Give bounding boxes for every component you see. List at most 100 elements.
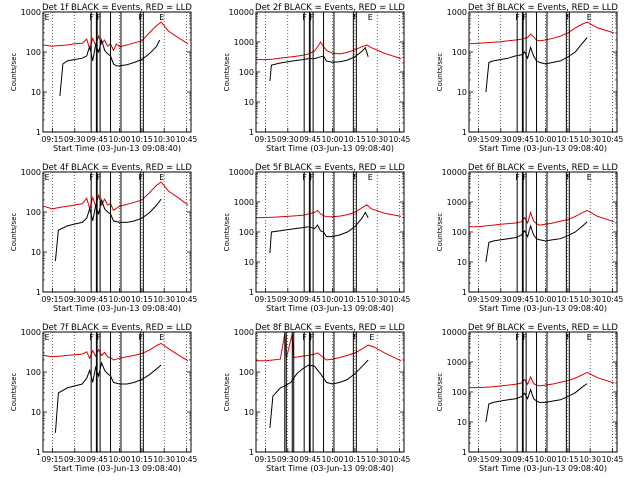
y-tick-label: 10 [457,88,467,97]
x-tick-label: 09:30 [64,295,86,304]
plot-frame [468,171,618,293]
x-tick-label: 10:45 [389,135,411,144]
marker-label: F [353,173,358,182]
marker-label: F [523,333,528,342]
plot-frame [255,171,405,293]
marker-label: F [89,333,94,342]
marker-label: F [566,333,571,342]
x-tick-label: 10:30 [153,295,175,304]
x-tick-label: 10:15 [344,455,366,464]
x-axis-label: Start Time (03-Jun-13 09:08:40) [266,464,394,473]
marker-label: F [523,173,528,182]
y-tick-label: 10000 [229,168,254,177]
x-tick-label: 10:15 [557,135,579,144]
x-axis-label: Start Time (03-Jun-13 09:08:40) [479,464,607,473]
y-tick-label: 10 [244,98,254,107]
marker-label: F [566,173,571,182]
panel-title: Det 5f BLACK = Events, RED = LLD [255,163,405,173]
x-tick-label: 10:45 [176,455,198,464]
x-tick-label: 10:15 [131,135,153,144]
marker-label: F [515,173,520,182]
panel-title: Det 9f BLACK = Events, RED = LLD [468,323,618,333]
lld-series-line [469,209,615,228]
x-tick-label: 09:15 [42,135,64,144]
x-tick-label: 09:30 [64,455,86,464]
events-series-line [59,38,161,96]
events-series-line [54,198,162,261]
marker-label: E [159,13,164,22]
y-tick-label: 1000 [447,198,467,207]
x-tick-label: 10:00 [535,295,557,304]
x-tick-label: 10:00 [322,295,344,304]
marker-label: F [566,13,571,22]
x-tick-label: 10:30 [579,135,601,144]
x-tick-label: 10:45 [176,295,198,304]
x-tick-label: 09:15 [468,455,490,464]
y-axis-label: Counts/sec [223,373,231,412]
y-tick-label: 10 [244,258,254,267]
marker-label: F [302,333,307,342]
x-axis-label: Start Time (03-Jun-13 09:08:40) [479,304,607,313]
x-tick-label: 10:30 [366,135,388,144]
marker-label: F [302,13,307,22]
events-series-line [269,46,369,82]
marker-label: E [369,333,374,342]
y-tick-label: 100 [239,368,254,377]
panel-title: Det 3f BLACK = Events, RED = LLD [468,3,618,13]
marker-label: E [159,333,164,342]
y-tick-label: 1 [36,128,41,137]
panel-title: Det 6f BLACK = Events, RED = LLD [468,163,618,173]
x-tick-label: 10:15 [131,295,153,304]
y-tick-label: 10000 [442,168,467,177]
lld-series-line [469,21,615,45]
x-tick-label: 10:15 [344,135,366,144]
x-tick-label: 10:15 [557,455,579,464]
x-tick-label: 09:15 [255,135,277,144]
x-tick-label: 10:45 [602,455,624,464]
y-tick-label: 1 [36,288,41,297]
marker-label: F [138,173,143,182]
events-series-line [269,211,369,254]
marker-label: F [515,13,520,22]
x-tick-label: 10:30 [153,455,175,464]
x-tick-label: 10:00 [322,135,344,144]
marker-label: F [310,173,315,182]
y-tick-label: 1000 [234,198,254,207]
x-tick-label: 09:30 [490,295,512,304]
x-tick-label: 10:45 [389,295,411,304]
y-axis-label: Counts/sec [223,53,231,92]
y-tick-label: 1000 [21,168,41,177]
marker-label: F [138,333,143,342]
y-tick-label: 100 [452,388,467,397]
x-tick-label: 09:45 [299,455,321,464]
x-tick-label: 09:45 [86,135,108,144]
y-tick-label: 100 [239,68,254,77]
x-tick-label: 10:30 [579,295,601,304]
x-tick-label: 09:15 [468,135,490,144]
y-tick-label: 1 [462,288,467,297]
plot-frame [468,331,618,453]
x-tick-label: 09:45 [512,295,534,304]
x-tick-label: 10:15 [344,295,366,304]
x-tick-label: 10:00 [535,135,557,144]
marker-label: F [353,13,358,22]
y-tick-label: 1 [462,448,467,457]
y-tick-label: 10 [31,88,41,97]
x-tick-label: 10:30 [579,455,601,464]
x-axis-label: Start Time (03-Jun-13 09:08:40) [266,144,394,153]
y-tick-label: 1000 [21,8,41,17]
x-tick-label: 10:45 [176,135,198,144]
marker-label: E [368,173,373,182]
y-tick-label: 10 [457,258,467,267]
marker-label: F [97,13,102,22]
marker-label: E [159,173,164,182]
marker-label: E [587,333,592,342]
x-tick-label: 10:00 [109,295,131,304]
